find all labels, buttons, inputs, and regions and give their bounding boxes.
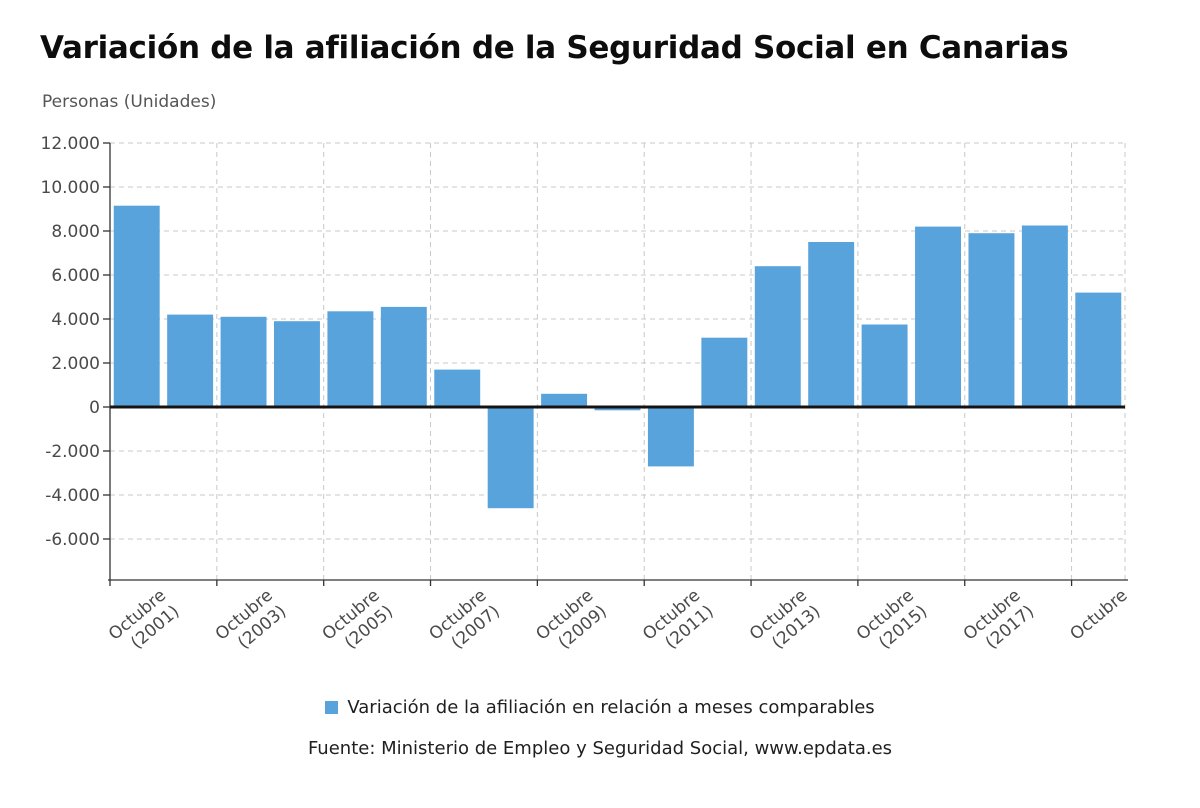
bar	[1075, 292, 1122, 407]
y-axis-unit-label: Personas (Unidades)	[42, 92, 217, 112]
y-tick-label: 6.000	[51, 266, 100, 286]
bar	[220, 316, 267, 407]
legend-swatch-icon	[325, 701, 339, 714]
y-tick-label: 12.000	[41, 134, 100, 154]
bar	[113, 205, 160, 407]
bar	[647, 407, 694, 467]
x-tick-label: Octubre	[1067, 586, 1132, 645]
y-tick-label: 0	[89, 398, 100, 418]
source-text: Fuente: Ministerio de Empleo y Seguridad…	[307, 738, 893, 759]
bar	[861, 324, 908, 407]
y-tick-label: -4.000	[45, 486, 100, 506]
x-tick-label: Octubre(2011)	[639, 586, 717, 661]
y-tick-label: -2.000	[45, 442, 100, 462]
x-tick-label: Octubre(2017)	[960, 586, 1038, 661]
y-tick-label: 10.000	[41, 178, 100, 198]
bar	[701, 337, 748, 407]
legend: Variación de la afiliación en relación a…	[0, 697, 1200, 718]
bar	[487, 407, 534, 509]
y-tick-label: -6.000	[45, 530, 100, 550]
x-tick-label: Octubre(2005)	[319, 586, 397, 661]
bar	[274, 321, 320, 407]
x-tick-label: Octubre(2009)	[532, 586, 610, 661]
bar-chart-svg: 12.000 10.000 8.000 6.000 4.000 2.000 0 -2.000 -…	[41, 134, 1132, 661]
bar	[434, 369, 481, 407]
x-tick-label: Octubre(2013)	[746, 586, 824, 661]
bar	[1021, 225, 1068, 407]
bar	[808, 242, 855, 407]
bar	[541, 393, 588, 407]
bar	[380, 306, 427, 407]
x-tick-label: Octubre(2001)	[105, 586, 183, 661]
bar	[594, 407, 641, 411]
x-tick-label: Octubre(2003)	[212, 586, 290, 661]
x-tick-label: Octubre(2007)	[425, 586, 503, 661]
bar	[968, 233, 1015, 407]
legend-label: Variación de la afiliación en relación a…	[347, 697, 875, 718]
bar	[327, 311, 374, 407]
y-tick-label: 8.000	[51, 222, 100, 242]
y-tick-label: 2.000	[51, 354, 100, 374]
bar	[754, 266, 801, 407]
bar	[915, 226, 961, 407]
bar	[167, 314, 214, 407]
y-tick-label: 4.000	[51, 310, 100, 330]
x-tick-label: Octubre(2015)	[853, 586, 931, 661]
chart-title: Variación de la afiliación de la Segurid…	[40, 30, 1069, 66]
